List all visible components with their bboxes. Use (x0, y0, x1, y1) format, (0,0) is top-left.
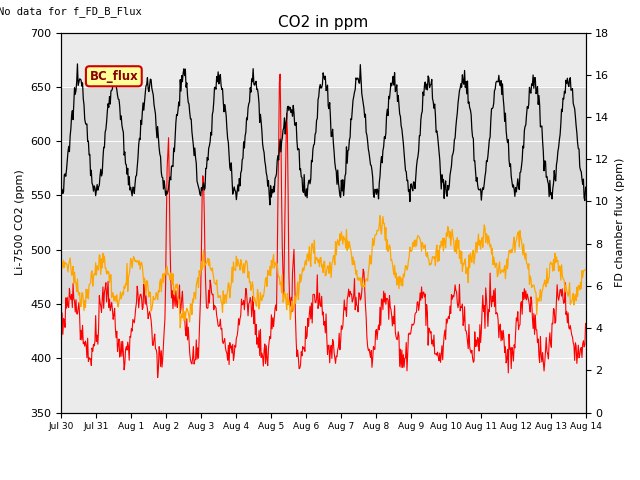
Bar (61, 87, 586, 304)
Y-axis label: FD chamber flux (ppm): FD chamber flux (ppm) (615, 158, 625, 288)
Text: No data for f_FD_B_Flux: No data for f_FD_B_Flux (0, 6, 142, 17)
Legend: li75_co2_ppm, FD_C_Flux, er_ANNnight: li75_co2_ppm, FD_C_Flux, er_ANNnight (148, 479, 499, 480)
Title: CO2 in ppm: CO2 in ppm (278, 15, 369, 30)
Y-axis label: Li-7500 CO2 (ppm): Li-7500 CO2 (ppm) (15, 170, 25, 276)
Text: BC_flux: BC_flux (90, 70, 138, 83)
